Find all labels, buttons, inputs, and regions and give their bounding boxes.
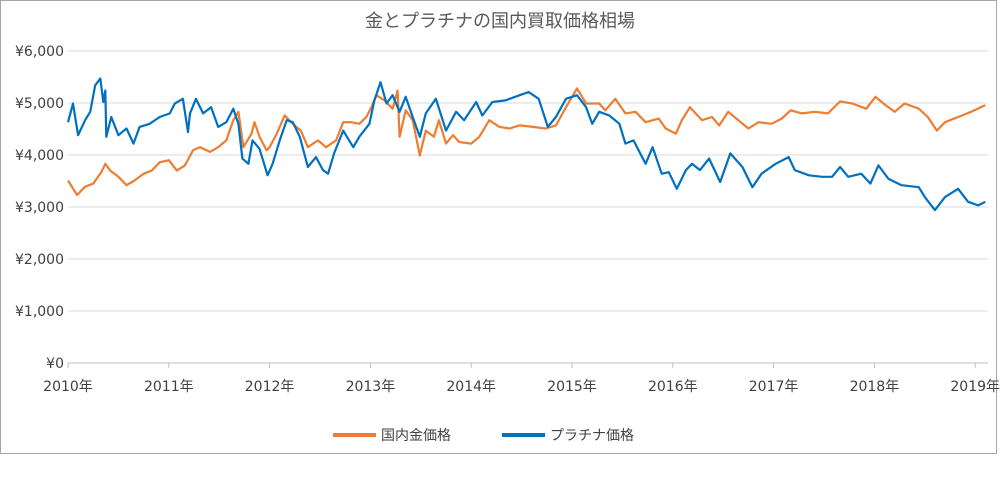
x-tick-label: 2010年 <box>43 379 93 395</box>
x-tick-label: 2011年 <box>144 379 194 395</box>
x-tick-label: 2015年 <box>547 379 597 395</box>
legend-label-platinum: プラチナ価格 <box>550 428 634 444</box>
series-line-platinum <box>66 77 986 212</box>
x-tick-label: 2019年 <box>950 379 1000 395</box>
y-tick-label: ¥3,000 <box>15 200 64 216</box>
x-tick-label: 2017年 <box>749 379 799 395</box>
y-tick-label: ¥2,000 <box>15 252 64 268</box>
x-tick-label: 2018年 <box>850 379 900 395</box>
x-tick-label: 2012年 <box>245 379 295 395</box>
legend-label-gold: 国内金価格 <box>381 428 451 444</box>
chart-title: 金とプラチナの国内買取価格相場 <box>365 11 635 32</box>
y-tick-label: ¥4,000 <box>15 148 64 164</box>
y-tick-label: ¥6,000 <box>15 44 64 60</box>
chart-frame <box>0 0 997 454</box>
x-tick-label: 2014年 <box>446 379 496 395</box>
y-tick-label: ¥0 <box>46 356 64 372</box>
y-tick-label: ¥1,000 <box>15 304 64 320</box>
series-line-gold <box>67 87 986 197</box>
y-tick-label: ¥5,000 <box>15 96 64 112</box>
x-tick-label: 2016年 <box>648 379 698 395</box>
x-tick-label: 2013年 <box>346 379 396 395</box>
legend: 国内金価格 プラチナ価格 <box>333 428 634 444</box>
